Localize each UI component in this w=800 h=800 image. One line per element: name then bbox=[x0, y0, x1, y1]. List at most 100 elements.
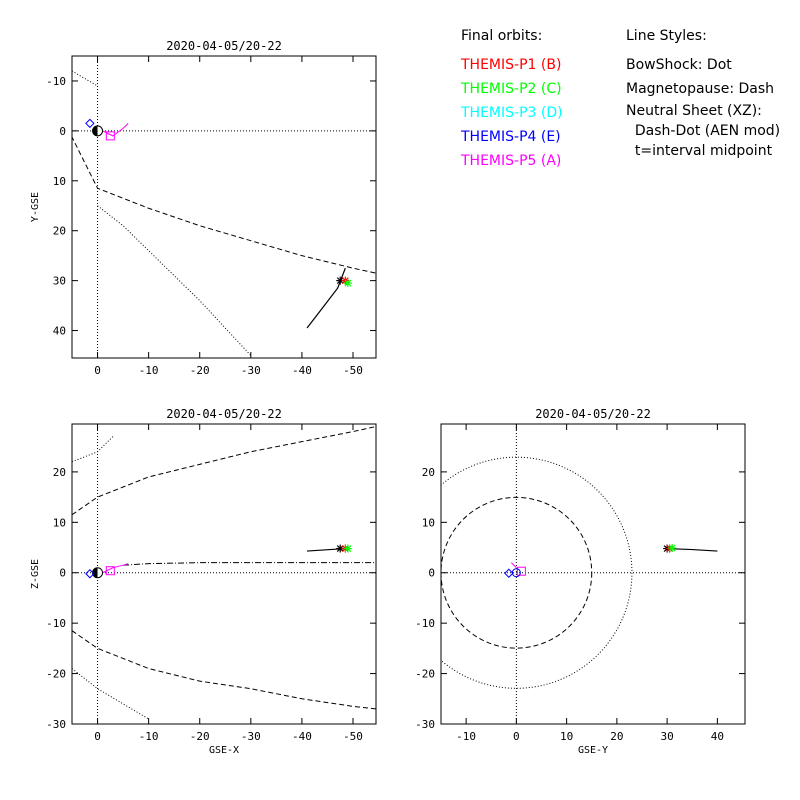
diamond-marker-3 bbox=[85, 118, 95, 129]
asterisk-stroke-3 bbox=[668, 544, 676, 552]
p5-orbit-track bbox=[102, 563, 129, 574]
y-tick-label-3: 0 bbox=[428, 567, 435, 580]
x-tick-label-4: 30 bbox=[660, 730, 673, 743]
magnetopause-line-lower bbox=[72, 630, 376, 710]
y-axis-label: Y-GSE bbox=[30, 192, 41, 222]
x-tick-label-0: -10 bbox=[456, 730, 476, 743]
bowshock-line-lower bbox=[72, 668, 149, 720]
y-axis-label: Z-GSE bbox=[30, 559, 41, 589]
bowshock-line bbox=[72, 436, 114, 463]
asterisk-stroke-3 bbox=[336, 545, 344, 552]
y-tick-label-0: -30 bbox=[46, 718, 66, 731]
bowshock-line bbox=[72, 70, 98, 87]
y-tick-label-0: -30 bbox=[415, 718, 435, 731]
x-axis-label: GSE-X bbox=[209, 745, 239, 756]
legend-style-midpoint: t=interval midpoint bbox=[626, 143, 773, 159]
neutral-sheet-line bbox=[123, 562, 376, 566]
plot-area bbox=[72, 424, 376, 724]
x-tick-label-0: 0 bbox=[94, 730, 101, 743]
asterisk-stroke-3 bbox=[344, 545, 352, 552]
square-marker-4 bbox=[105, 566, 115, 576]
magnetopause-circle bbox=[441, 496, 593, 649]
legend-style-bowshock: BowShock: Dot bbox=[626, 57, 732, 73]
plot-area bbox=[72, 56, 376, 358]
legend-styles-title: Line Styles: bbox=[626, 28, 707, 44]
y-tick-label-5: 20 bbox=[53, 466, 66, 479]
x-tick-label-3: 20 bbox=[610, 730, 623, 743]
legend-probe-p1: THEMIS-P1 (B) bbox=[461, 57, 562, 73]
orbit-track bbox=[667, 547, 718, 552]
earth-night-side bbox=[92, 125, 98, 136]
x-tick-label-2: 10 bbox=[560, 730, 573, 743]
chart-title: 2020-04-05/20-22 bbox=[535, 407, 651, 421]
x-tick-label-2: -20 bbox=[190, 364, 210, 377]
bowshock-circle bbox=[441, 456, 633, 689]
x-tick-label-1: -10 bbox=[139, 364, 159, 377]
y-tick-label-3: 20 bbox=[53, 225, 66, 238]
panel-yz: -10 0 10 20 30 40 -30 -20 -10 0 10 20 2020-04-05/20-… bbox=[415, 407, 746, 756]
chart-title: 2020-04-05/20-22 bbox=[166, 407, 282, 421]
legend-final-orbits: Final orbits: THEMIS-P1 (B) THEMIS-P2 (C… bbox=[461, 24, 563, 173]
legend-probe-p4: THEMIS-P4 (E) bbox=[461, 129, 561, 145]
y-tick-label-2: -10 bbox=[415, 617, 435, 630]
y-tick-label-5: 40 bbox=[53, 325, 66, 338]
axes-frame bbox=[440, 423, 746, 725]
legend-style-neutral-sheet: Neutral Sheet (XZ): bbox=[626, 103, 762, 119]
legend-probe-p5: THEMIS-P5 (A) bbox=[461, 153, 562, 169]
x-tick-label-2: -20 bbox=[190, 730, 210, 743]
legend-probe-p2: THEMIS-P2 (C) bbox=[461, 81, 562, 97]
legend-style-dashdot: Dash-Dot (AEN mod) bbox=[626, 123, 781, 139]
panel-xz: 0 -10 -20 -30 -40 -50 -30 -20 -10 0 10 20 2020-04-05… bbox=[30, 407, 377, 756]
square-marker-4 bbox=[105, 131, 115, 141]
y-tick-label-4: 10 bbox=[53, 516, 66, 529]
x-tick-label-5: -50 bbox=[343, 730, 363, 743]
legend-orbits-title: Final orbits: bbox=[461, 28, 543, 44]
panel-xy: 0 -10 -20 -30 -40 -50 -10 0 10 20 30 40 2020-04-05/2… bbox=[30, 39, 377, 377]
y-tick-label-4: 30 bbox=[53, 275, 66, 288]
x-tick-label-3: -30 bbox=[241, 364, 261, 377]
axes-frame bbox=[71, 423, 377, 725]
p5-orbit-track bbox=[510, 562, 517, 569]
diamond-marker-3 bbox=[85, 569, 95, 579]
legend-probe-p3: THEMIS-P3 (D) bbox=[461, 105, 563, 121]
x-tick-label-0: 0 bbox=[94, 364, 101, 377]
asterisk-stroke-3 bbox=[336, 277, 344, 285]
magnetopause-line bbox=[72, 135, 376, 274]
x-tick-label-4: -40 bbox=[292, 730, 312, 743]
asterisk-marker-2 bbox=[343, 279, 352, 288]
y-tick-label-5: 20 bbox=[422, 466, 435, 479]
x-tick-label-5: -50 bbox=[343, 364, 363, 377]
circle-marker-5 bbox=[511, 568, 521, 578]
y-tick-label-4: 10 bbox=[422, 516, 435, 529]
square-marker-4 bbox=[516, 566, 526, 576]
y-tick-label-2: -10 bbox=[46, 617, 66, 630]
x-tick-label-1: -10 bbox=[139, 730, 159, 743]
earth-night-side bbox=[92, 567, 98, 578]
legend-line-styles: Line Styles: BowShock: Dot Magnetopause:… bbox=[626, 24, 780, 161]
x-tick-label-4: -40 bbox=[292, 364, 312, 377]
asterisk-marker-2 bbox=[343, 544, 352, 553]
asterisk-marker-2 bbox=[668, 544, 677, 553]
y-tick-label-2: 10 bbox=[53, 175, 66, 188]
plot-area bbox=[441, 424, 745, 724]
y-tick-label-0: -10 bbox=[46, 75, 66, 88]
y-tick-label-1: -20 bbox=[415, 668, 435, 681]
orbit-track bbox=[306, 267, 346, 329]
y-tick-label-1: -20 bbox=[46, 668, 66, 681]
x-tick-label-1: 0 bbox=[513, 730, 520, 743]
axes-frame bbox=[71, 55, 377, 359]
p5-orbit-track bbox=[102, 123, 129, 137]
x-tick-label-3: -30 bbox=[241, 730, 261, 743]
magnetopause-line bbox=[72, 426, 376, 516]
y-tick-label-1: 0 bbox=[59, 125, 66, 138]
diamond-marker-3 bbox=[504, 568, 514, 578]
asterisk-stroke-3 bbox=[344, 279, 352, 287]
bowshock-line-far bbox=[97, 205, 252, 356]
x-axis-label: GSE-Y bbox=[578, 745, 608, 756]
legend-style-magnetopause: Magnetopause: Dash bbox=[626, 81, 775, 97]
x-tick-label-5: 40 bbox=[711, 730, 724, 743]
asterisk-marker-0 bbox=[336, 276, 345, 285]
chart-title: 2020-04-05/20-22 bbox=[166, 39, 282, 53]
y-tick-label-3: 0 bbox=[59, 567, 66, 580]
